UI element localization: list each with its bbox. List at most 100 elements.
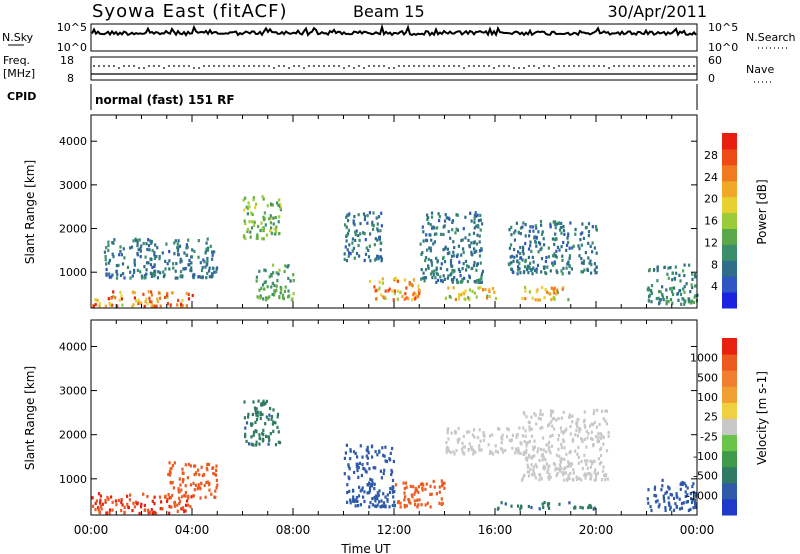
data-cell: [532, 468, 535, 473]
data-cell: [264, 223, 267, 227]
data-cell: [425, 482, 428, 486]
data-cell: [431, 276, 434, 280]
data-cell: [517, 265, 520, 269]
y-tick-label: 1000: [59, 473, 87, 486]
data-cell: [455, 254, 459, 259]
data-cell: [447, 274, 450, 278]
data-cell: [569, 471, 572, 475]
data-cell: [204, 495, 207, 499]
data-cell: [150, 290, 153, 294]
data-cell: [98, 304, 101, 308]
data-cell: [527, 504, 530, 509]
data-cell: [476, 262, 479, 266]
data-cell: [530, 463, 533, 467]
data-cell: [444, 247, 447, 251]
data-cell: [546, 502, 549, 506]
data-cell: [251, 220, 254, 224]
data-cell: [665, 490, 669, 494]
colorbar-swatch: [722, 260, 737, 277]
data-cell: [510, 267, 513, 271]
data-cell: [429, 272, 433, 276]
x-tick-label: 20:00: [579, 523, 614, 537]
data-cell: [647, 488, 650, 492]
data-cell: [267, 436, 271, 440]
data-cell: [256, 295, 259, 299]
data-cell: [665, 288, 668, 292]
data-cell: [193, 249, 196, 253]
data-cell: [646, 497, 649, 501]
data-cell: [655, 297, 658, 301]
data-cell: [157, 270, 160, 274]
data-cell: [568, 271, 571, 275]
data-cell: [362, 466, 365, 470]
data-cell: [181, 274, 184, 278]
colorbar-tick-label: 500: [697, 371, 718, 384]
data-cell: [466, 264, 469, 268]
data-cell: [546, 470, 549, 474]
data-cell: [358, 238, 361, 242]
data-cell: [101, 502, 104, 506]
data-cell: [281, 296, 285, 300]
data-cell: [272, 216, 275, 220]
data-cell: [172, 486, 175, 490]
data-cell: [110, 303, 113, 307]
data-cell: [519, 232, 522, 236]
data-cell: [193, 273, 196, 277]
data-cell: [593, 459, 596, 463]
data-cell: [444, 296, 447, 300]
nave-dot: [543, 65, 545, 67]
data-cell: [547, 255, 550, 259]
data-cell: [107, 497, 110, 501]
data-cell: [553, 291, 556, 295]
data-cell: [471, 433, 474, 437]
data-cell: [520, 478, 524, 482]
data-cell: [198, 486, 201, 490]
data-cell: [657, 505, 660, 509]
data-cell: [349, 252, 352, 256]
data-cell: [363, 490, 366, 494]
colorbar-swatch: [722, 292, 737, 309]
nave-dot: [498, 65, 500, 67]
data-cell: [566, 477, 570, 481]
data-cell: [371, 497, 374, 501]
data-cell: [258, 288, 261, 292]
data-cell: [595, 435, 598, 439]
data-cell: [270, 415, 274, 419]
data-cell: [166, 291, 169, 296]
data-cell: [582, 236, 585, 240]
data-cell: [465, 268, 468, 272]
data-cell: [139, 249, 142, 253]
data-cell: [547, 504, 550, 508]
data-cell: [261, 226, 264, 231]
data-cell: [366, 483, 369, 487]
data-cell: [529, 240, 532, 244]
data-cell: [560, 457, 563, 461]
nave-dot: [413, 65, 415, 67]
data-cell: [376, 227, 379, 231]
data-cell: [543, 501, 546, 505]
data-cell: [442, 255, 445, 259]
data-cell: [358, 485, 361, 489]
data-cell: [269, 221, 272, 225]
data-cell: [545, 462, 548, 466]
data-cell: [545, 255, 548, 260]
data-cell: [254, 206, 257, 210]
data-cell: [133, 291, 136, 295]
data-cell: [369, 477, 372, 481]
nave-dot: [373, 65, 375, 67]
data-cell: [689, 290, 692, 294]
data-cell: [596, 408, 599, 412]
data-cell: [352, 219, 355, 223]
data-cell: [522, 221, 525, 225]
data-cell: [549, 413, 552, 418]
data-cell: [391, 485, 394, 489]
data-cell: [213, 270, 216, 274]
data-cell: [405, 296, 408, 300]
data-cell: [457, 267, 460, 272]
data-cell: [98, 302, 101, 306]
data-cell: [389, 458, 392, 462]
data-cell: [655, 494, 658, 498]
data-cell: [551, 424, 554, 428]
data-cell: [243, 208, 246, 212]
